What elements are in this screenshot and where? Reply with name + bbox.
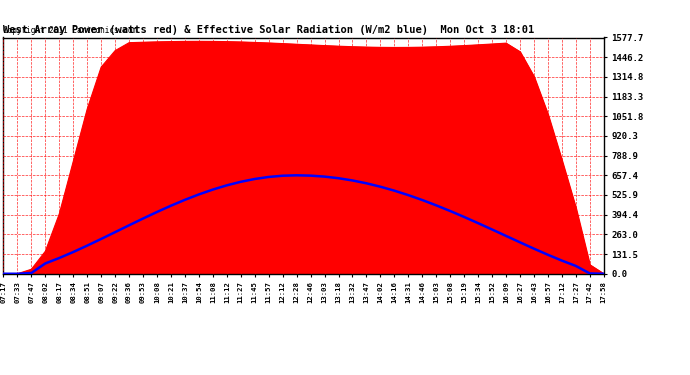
Text: West Array Power (watts red) & Effective Solar Radiation (W/m2 blue)  Mon Oct 3 : West Array Power (watts red) & Effective… <box>3 25 535 35</box>
Text: Copyright 2011 Cartronics.com: Copyright 2011 Cartronics.com <box>3 26 137 35</box>
